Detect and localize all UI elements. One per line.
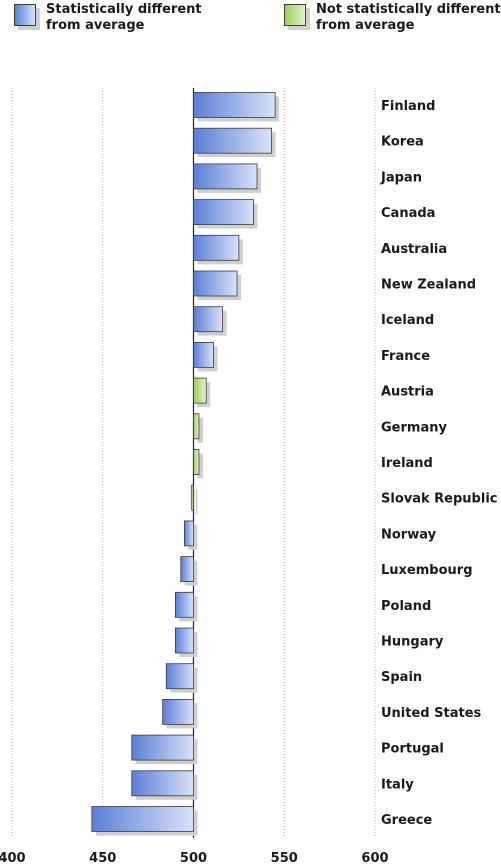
bar-australia: [194, 235, 239, 260]
bar-united-states: [163, 699, 194, 724]
x-tick-label-450: 450: [89, 851, 116, 866]
x-tick-labels: 400 450 500 550 600: [0, 851, 389, 866]
country-label-korea: Korea: [381, 135, 424, 150]
country-label-japan: Japan: [380, 170, 422, 185]
x-tick-label-500: 500: [180, 851, 207, 866]
country-label-canada: Canada: [381, 206, 435, 221]
country-label-portugal: Portugal: [381, 742, 444, 757]
country-label-slovak-republic: Slovak Republic: [381, 492, 497, 507]
bar-ireland: [194, 450, 199, 475]
bar-finland: [194, 93, 276, 118]
bar-luxembourg: [181, 557, 194, 582]
country-label-poland: Poland: [381, 599, 431, 614]
bar-spain: [166, 664, 193, 689]
x-tick-label-600: 600: [361, 851, 388, 866]
x-tick-label-550: 550: [271, 851, 298, 866]
country-label-australia: Australia: [381, 242, 447, 257]
bar-korea: [194, 128, 272, 153]
bar-japan: [194, 164, 258, 189]
bars: [92, 93, 279, 836]
country-label-hungary: Hungary: [381, 635, 444, 650]
country-label-germany: Germany: [381, 420, 447, 435]
bar-poland: [175, 592, 193, 617]
country-label-united-states: United States: [381, 706, 482, 721]
bar-iceland: [194, 307, 223, 332]
country-label-italy: Italy: [381, 777, 414, 792]
country-label-spain: Spain: [381, 670, 422, 685]
country-label-ireland: Ireland: [381, 456, 433, 471]
country-label-greece: Greece: [381, 813, 432, 828]
bar-slovak-republic: [192, 485, 194, 510]
country-labels: Finland Korea Japan Canada Australia New Zeal…: [380, 99, 497, 828]
bar-greece: [92, 807, 194, 832]
bar-new-zealand: [194, 271, 238, 296]
bar-hungary: [175, 628, 193, 653]
bar-canada: [194, 200, 254, 225]
bar-germany: [194, 414, 199, 439]
bar-shadow-slovak-republic: [196, 489, 198, 514]
bar-italy: [132, 771, 194, 796]
country-label-iceland: Iceland: [381, 313, 434, 328]
bar-france: [194, 342, 214, 367]
country-label-austria: Austria: [381, 385, 434, 400]
bar-norway: [184, 521, 193, 546]
country-label-new-zealand: New Zealand: [381, 278, 476, 293]
bar-portugal: [132, 735, 194, 760]
country-label-finland: Finland: [381, 99, 435, 114]
country-label-norway: Norway: [381, 527, 437, 542]
country-label-luxembourg: Luxembourg: [381, 563, 473, 578]
x-tick-label-400: 400: [0, 851, 26, 866]
bar-austria: [194, 378, 207, 403]
country-label-france: France: [381, 349, 430, 364]
